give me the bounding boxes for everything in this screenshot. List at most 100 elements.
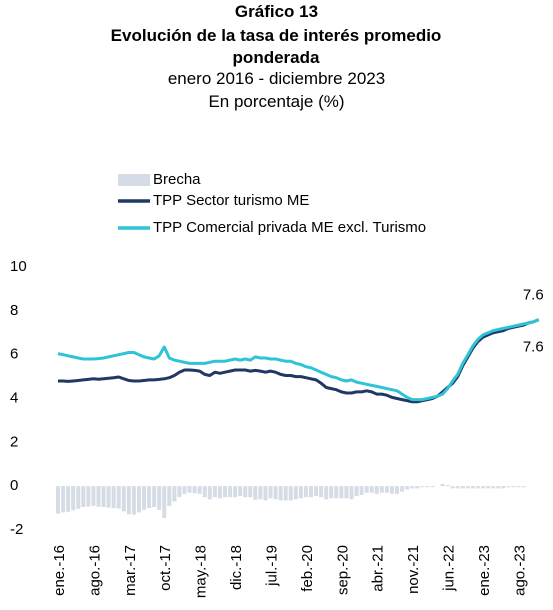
gap-bar [420,486,425,488]
gap-bar [344,486,349,499]
gap-bar [61,486,66,513]
gap-bar [116,486,121,509]
x-tick-label: sep.-20 [334,545,351,595]
series-line [58,318,540,404]
gap-bar [329,486,334,499]
gap-bar [126,486,131,515]
gap-bar [314,486,319,497]
gap-bar [354,486,359,497]
gap-bar [491,486,496,489]
gap-bar [395,486,400,494]
gap-bar [152,486,157,507]
legend-label: TPP Comercial privada ME excl. Turismo [153,219,426,236]
gap-bar [96,486,101,507]
gap-bar [425,486,430,488]
gap-bar [101,486,106,507]
gap-bar [384,486,389,493]
gap-bar [157,486,162,510]
gap-bar [238,486,243,497]
gap-bar [303,486,308,498]
gap-bar [162,486,167,518]
gap-bar [450,486,455,489]
gap-bar [486,486,491,489]
gap-bar [455,486,460,489]
gap-bar [415,486,420,489]
gap-bar [81,486,86,507]
gap-bar [76,486,81,509]
x-tick-label: ago.-23 [511,545,528,596]
x-tick-label: ene.-16 [51,545,68,596]
gap-bar [222,486,227,498]
gap-bar [253,486,258,500]
data-label: 7.6 [523,287,544,304]
gap-bar [147,486,152,509]
gap-bar [516,486,521,488]
gap-bar [359,486,364,495]
gap-bar [207,486,212,500]
y-tick-label: 6 [10,346,18,363]
x-tick-label: oct.-17 [157,545,174,591]
gap-bar [334,486,339,499]
gap-bar [288,486,293,501]
gap-bar [66,486,71,512]
gap-bar [410,486,415,489]
legend-swatch [118,174,150,186]
x-tick-label: ene.-23 [476,545,493,596]
chart-subtitle: Evolución de la tasa de interés promedio… [110,26,442,67]
chart-title: Gráfico 13 [234,2,319,21]
gap-bar [187,486,192,493]
gap-bar [506,486,511,488]
gap-bar [496,486,501,489]
data-label: 7.6 [523,339,544,356]
gap-bar [258,486,263,500]
gap-bar [324,486,329,500]
y-tick-label: 4 [10,389,18,406]
gap-bar [217,486,222,499]
chart-unit: En porcentaje (%) [208,92,345,111]
gap-bar [475,486,480,489]
gap-bar [379,486,384,493]
gap-bar [389,486,394,494]
x-tick-label: may.-18 [193,545,210,598]
series-line [57,318,540,402]
y-tick-label: 0 [10,477,18,494]
gap-bar [349,486,354,500]
y-tick-label: 8 [10,302,18,319]
gap-bar [192,486,197,494]
gap-bar [298,486,303,499]
x-tick-label: nov.-21 [405,545,422,594]
gap-bar [228,486,233,498]
gap-bar [197,486,202,494]
chart-period: enero 2016 - diciembre 2023 [167,69,386,88]
x-tick-label: mar.-17 [122,545,139,596]
gap-bar [511,486,516,488]
gap-bar [167,486,172,506]
gap-bar [445,485,450,487]
gap-bar [430,486,435,488]
gap-bar [369,486,374,493]
gap-bar [136,486,141,513]
gap-bar [293,486,298,500]
x-tick-label: feb.-20 [299,545,316,592]
gap-bar [273,486,278,500]
y-tick-label: -2 [10,521,23,538]
x-tick-label: abr.-21 [370,545,387,592]
gap-bar [248,486,253,498]
gap-bar [501,486,506,489]
gap-bar [319,486,324,498]
gap-bar [263,486,268,501]
gap-bar [71,486,76,511]
gap-bar [481,486,486,489]
gap-bar [121,486,126,512]
gap-bar [465,486,470,489]
gap-bar [440,483,445,487]
gap-bar [268,486,273,499]
gap-bar [212,486,217,498]
x-tick-label: jul.-19 [263,545,280,587]
x-tick-label: dic.-18 [228,545,245,590]
gap-bar [56,486,60,514]
gap-bar [233,486,238,498]
gap-bar [172,486,177,502]
